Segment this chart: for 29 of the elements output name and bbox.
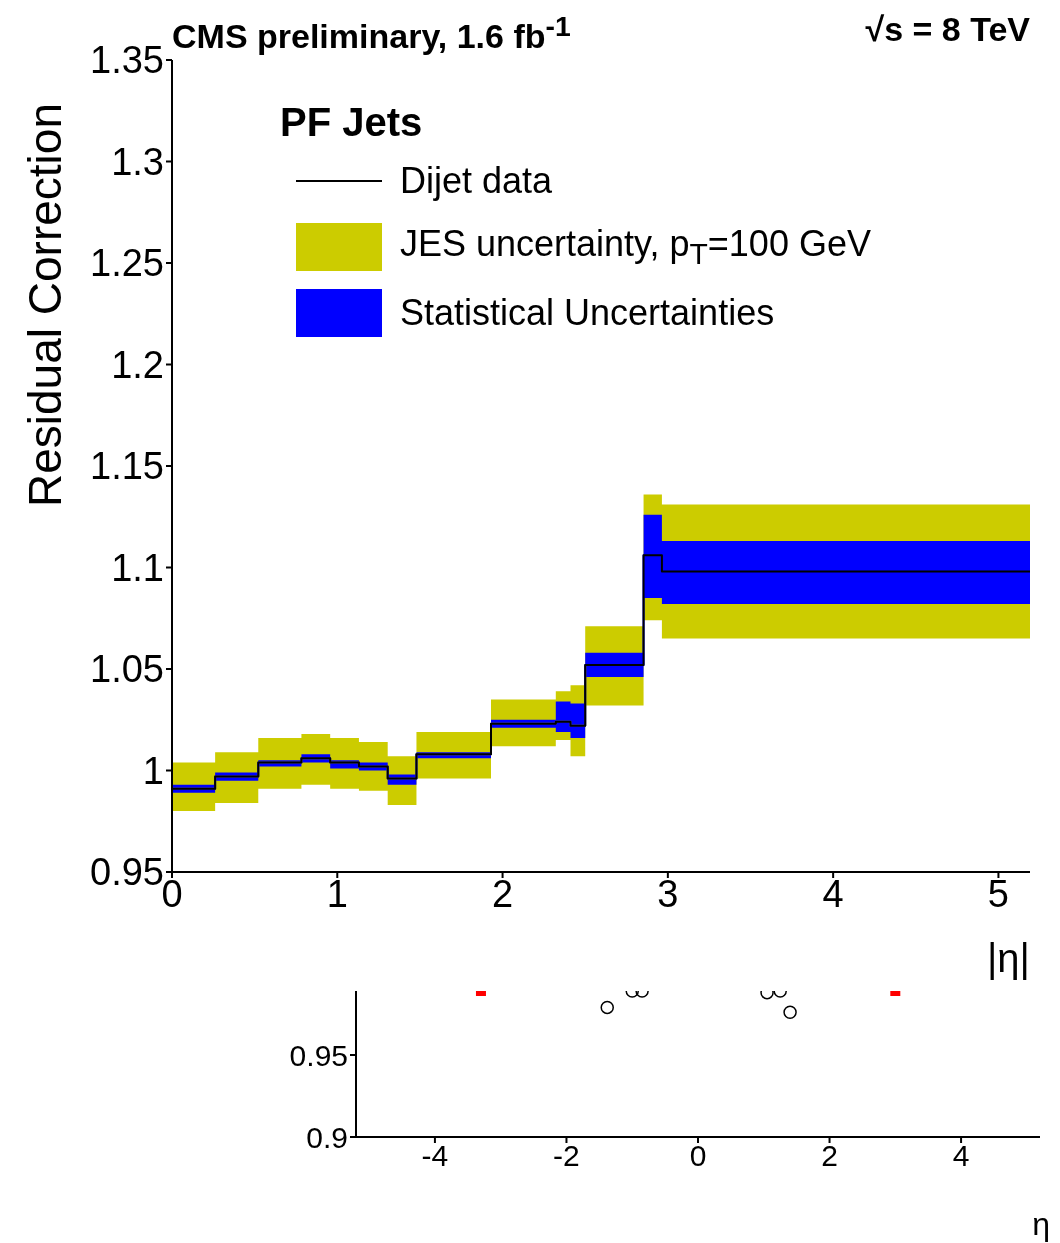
x-axis-title: η — [1032, 1206, 1050, 1242]
y-tick-label: 1.25 — [90, 242, 164, 285]
y-tick-label: 0.95 — [90, 851, 164, 894]
x-tick-label: 4 — [822, 872, 844, 915]
y-tick-label: 1.2 — [111, 343, 164, 386]
x-tick-label: -2 — [553, 1139, 580, 1173]
x-tick-label: 2 — [492, 872, 514, 915]
y-tick-label: 1.05 — [90, 648, 164, 691]
y-tick-label: 1.35 — [90, 39, 164, 82]
y-tick-label: 1.1 — [111, 546, 164, 589]
x-tick-label: 4 — [952, 1139, 970, 1173]
y-tick-label: 1 — [142, 749, 164, 792]
legend-title: PF Jets — [280, 100, 424, 145]
legend-label: JES uncertainty, p$_{T}$=100 GeV — [400, 223, 871, 272]
x-axis-title: |η| — [986, 936, 1030, 980]
y-tick-label: 0.95 — [289, 1038, 348, 1072]
chart-title: CMS preliminary, 1.6 fb$^{-1}$ — [172, 10, 571, 57]
y-tick-label: 1.3 — [111, 140, 164, 183]
x-tick-label: 5 — [987, 872, 1009, 915]
x-tick-label: 2 — [821, 1139, 838, 1173]
legend-label: Dijet data — [400, 160, 553, 202]
y-axis-title: Residual Correction — [19, 103, 71, 507]
x-tick-label: 0 — [689, 1139, 707, 1173]
y-tick-label: 1.15 — [90, 445, 164, 488]
y-tick-label: 0.9 — [306, 1120, 348, 1154]
legend-label: Statistical Uncertainties — [400, 292, 775, 335]
x-tick-label: -4 — [421, 1139, 449, 1173]
x-tick-label: 3 — [657, 872, 679, 915]
text: √s = 8 TeV — [865, 10, 1030, 49]
